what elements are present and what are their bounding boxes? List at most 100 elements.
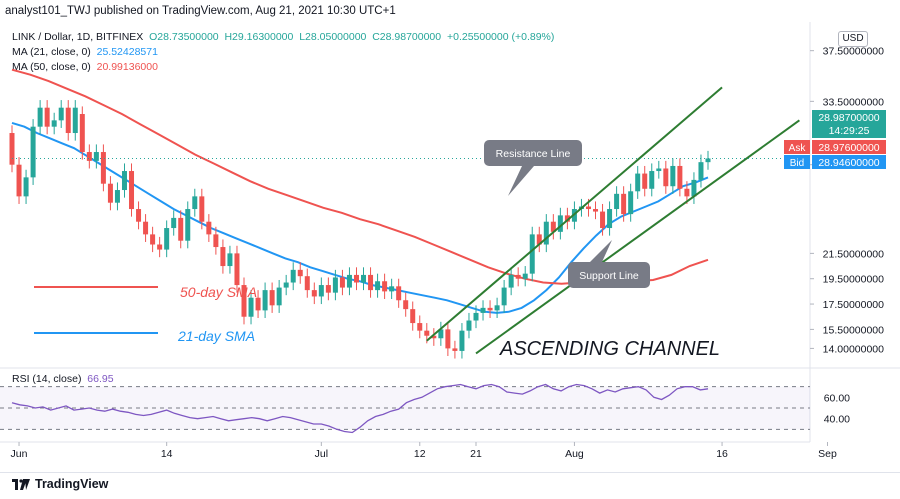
candle-body [480, 307, 486, 313]
bid-tag: Bid [790, 158, 804, 169]
candle-body [459, 330, 465, 351]
candle-body [614, 193, 620, 210]
candle-body [635, 173, 641, 192]
ask-label: Ask 28.97600000 [784, 140, 886, 154]
last-price-label: 28.98700000 14:29:25 [812, 110, 886, 138]
channel-title: ASCENDING CHANNEL [499, 338, 720, 360]
candle-body [424, 330, 430, 336]
candle-body [86, 152, 92, 161]
candle-body [213, 234, 219, 248]
rsi-tick-label: 60.00 [824, 392, 850, 404]
candle-body [121, 171, 127, 191]
chart-legend: LINK / Dollar, 1D, BITFINEX O28.73500000… [12, 30, 554, 75]
candle-body [227, 253, 233, 267]
time-tick-label: Sep [818, 448, 837, 460]
candle-body [150, 234, 156, 245]
candle-body [550, 221, 556, 232]
candle-body [670, 165, 676, 187]
candle-body [515, 274, 521, 279]
candle-body [445, 329, 451, 349]
candle-body [621, 193, 627, 215]
price-chart[interactable]: 37.5000000033.5000000028.5000000021.5000… [0, 0, 900, 472]
resistance-callout-pointer [508, 166, 534, 196]
legend-ma50-label: MA (50, close, 0) [12, 61, 91, 73]
candle-body [536, 234, 542, 245]
candle-body [107, 183, 113, 203]
legend-high: H29.16300000 [224, 31, 294, 43]
candle-body [684, 188, 690, 197]
legend-symbol-row: LINK / Dollar, 1D, BITFINEX O28.73500000… [12, 30, 554, 45]
support-line [475, 119, 800, 355]
candle-body [16, 164, 22, 197]
time-tick-label: 12 [414, 448, 426, 460]
candle-body [276, 287, 282, 306]
candle-body [114, 190, 120, 203]
candle-body [255, 297, 261, 311]
last-price-value: 28.98700000 [818, 112, 879, 124]
price-tick-label: 37.50000000 [823, 46, 884, 58]
footer [0, 472, 900, 499]
rsi-value: 66.95 [87, 373, 114, 385]
candle-body [642, 173, 648, 189]
candle-body [628, 191, 634, 215]
candle-body [206, 221, 212, 235]
countdown-value: 14:29:25 [829, 125, 870, 137]
candle-body [353, 274, 359, 283]
candle-body [473, 312, 479, 321]
rsi-legend: RSI (14, close) 66.95 [12, 373, 114, 385]
candle-body [262, 290, 268, 311]
channel-lines[interactable] [12, 86, 810, 355]
time-axis-ticks: Jun 14 Jul 12 21 Aug 16 Sep [11, 442, 837, 460]
time-tick-label: 16 [716, 448, 728, 460]
candle-body [269, 290, 275, 306]
publish-text: analyst101_TWJ published on TradingView.… [5, 5, 396, 17]
currency-badge[interactable]: USD [838, 31, 868, 47]
candle-body [389, 286, 395, 292]
candle-body [649, 171, 655, 189]
candle-body [452, 348, 458, 351]
bid-value: 28.94600000 [818, 157, 879, 169]
candle-body [23, 177, 29, 197]
candle-body [178, 217, 184, 241]
candles [9, 100, 711, 359]
rsi-tick-label: 40.00 [824, 414, 850, 426]
tradingview-logo-icon [12, 478, 30, 490]
bid-label: Bid 28.94600000 [784, 155, 886, 169]
resistance-callout-text: Resistance Line [496, 148, 571, 160]
price-tick-label: 33.50000000 [823, 96, 884, 108]
candle-body [705, 158, 711, 163]
resistance-callout[interactable]: Resistance Line [484, 140, 582, 196]
candle-body [487, 307, 493, 311]
resistance-callout-box [484, 140, 582, 166]
candle-body [593, 209, 599, 212]
candle-body [396, 286, 402, 301]
sma50-legend-text: 50-day SMA [180, 284, 257, 300]
candle-body [37, 107, 43, 127]
candle-body [698, 162, 704, 180]
legend-ma21-row: MA (21, close, 0) 25.52428571 [12, 45, 554, 60]
candle-body [585, 206, 591, 210]
publish-header: analyst101_TWJ published on TradingView.… [0, 0, 900, 22]
bid-value-box [812, 155, 886, 169]
legend-ma50-value: 20.99136000 [96, 61, 158, 73]
time-tick-label: 14 [161, 448, 173, 460]
candle-body [529, 234, 535, 274]
time-tick-label: Jul [315, 448, 328, 460]
candle-body [466, 320, 472, 331]
tradingview-logo[interactable]: TradingView [12, 477, 108, 491]
candle-body [438, 329, 444, 339]
candle-body [79, 114, 85, 153]
candle-body [325, 285, 331, 293]
candle-body [30, 126, 36, 178]
candle-body [663, 168, 669, 187]
candle-body [311, 290, 317, 297]
candle-body [501, 287, 507, 306]
ask-value: 28.97600000 [818, 142, 879, 154]
legend-ma21-value: 25.52428571 [96, 46, 158, 58]
support-callout-pointer [590, 240, 612, 262]
support-callout[interactable]: Support Line [568, 240, 650, 288]
tradingview-brand: TradingView [35, 477, 109, 491]
candle-body [199, 196, 205, 222]
candle-body [304, 276, 310, 291]
legend-symbol: LINK / Dollar, 1D, BITFINEX [12, 31, 144, 43]
